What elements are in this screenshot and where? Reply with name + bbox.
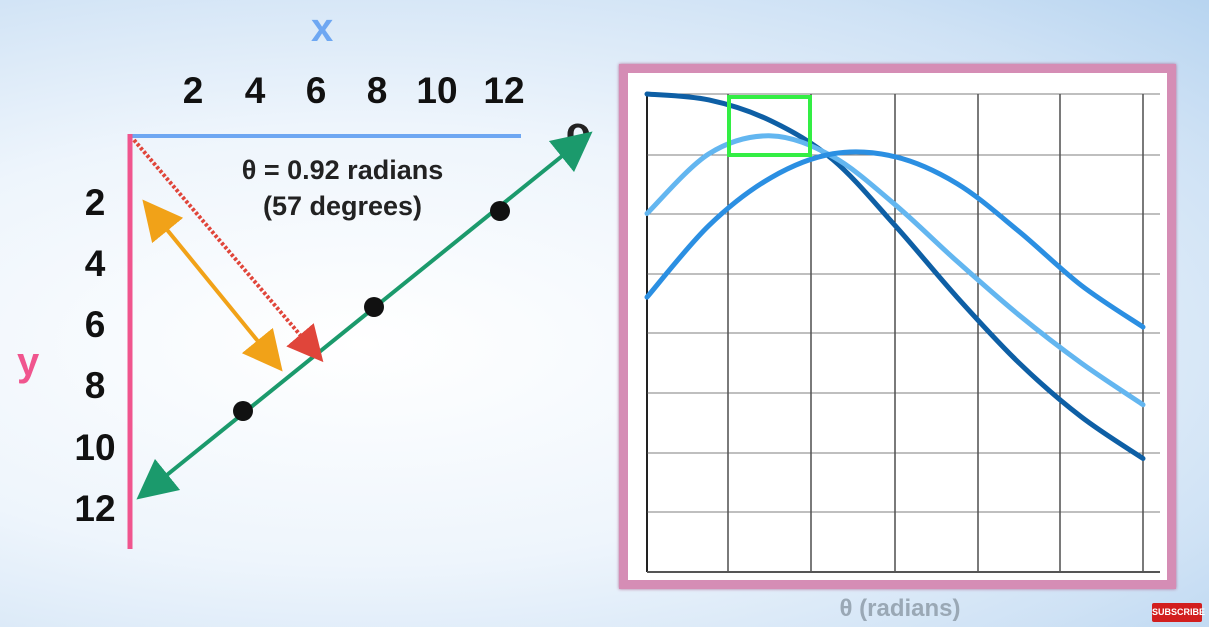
intersection-highlight-box [727, 95, 812, 157]
y-tick-label: 2 [84, 182, 106, 223]
subscribe-badge[interactable]: SUBSCRIBE [1152, 603, 1205, 622]
data-point [364, 297, 384, 317]
y-tick-label: 10 [74, 427, 116, 468]
data-point [490, 201, 510, 221]
y-tick-label: 6 [84, 304, 106, 345]
x-tick-label: 6 [305, 70, 327, 111]
distance-arrow [142, 199, 283, 372]
chart-x-axis-label: θ (radians) [839, 595, 961, 622]
data-point [233, 401, 253, 421]
y-tick-label: 8 [84, 365, 106, 406]
x-axis-title: x [311, 6, 334, 50]
fitted-line [136, 131, 593, 500]
series-line-2 [644, 133, 1146, 408]
y-tick-label: 4 [84, 243, 106, 284]
x-tick-label: 10 [416, 70, 458, 111]
y-tick-label: 12 [74, 488, 116, 529]
series-line-3 [644, 149, 1146, 330]
x-tick-label: 8 [366, 70, 388, 111]
x-tick-label: 12 [483, 70, 525, 111]
y-axis-title: y [17, 340, 40, 384]
x-tick-label: 2 [182, 70, 204, 111]
x-tick-label: 4 [244, 70, 266, 111]
series-line-1 [644, 91, 1146, 461]
